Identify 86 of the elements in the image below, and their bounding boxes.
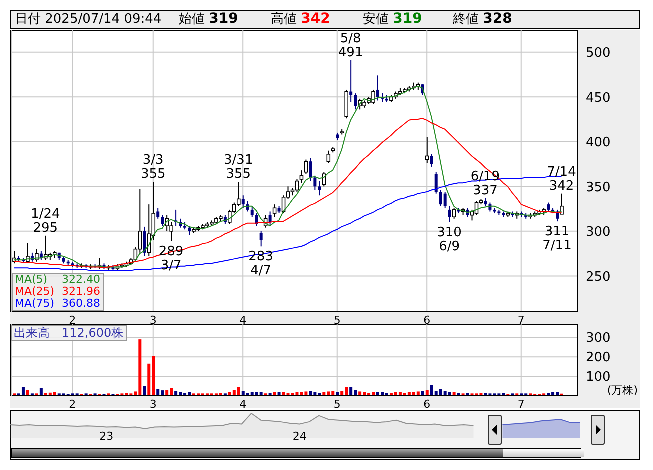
candlestick bbox=[161, 214, 164, 227]
bar bbox=[421, 391, 424, 396]
y-tick-label: 300 bbox=[586, 331, 611, 346]
annotation: 321.96 bbox=[62, 285, 100, 298]
y-tick-label: 350 bbox=[586, 180, 611, 196]
text: 日付 2025/07/14 09:44 bbox=[15, 11, 162, 28]
annotation: 311 7/11 bbox=[542, 224, 572, 254]
bar bbox=[166, 390, 169, 396]
candlestick bbox=[376, 75, 380, 102]
x-tick-label: 5 bbox=[334, 398, 341, 411]
bar bbox=[350, 387, 353, 396]
y-axis-title: (万株) bbox=[607, 384, 638, 397]
annotation: 5/8 491 bbox=[338, 31, 364, 60]
x-tick-label: 3 bbox=[150, 398, 157, 411]
y-tick-label: 100 bbox=[586, 370, 611, 386]
series-label: MA(5) bbox=[15, 273, 49, 286]
x-tick-label: 2 bbox=[69, 314, 76, 327]
candlestick bbox=[255, 213, 258, 227]
bar bbox=[358, 392, 362, 396]
bar bbox=[174, 391, 178, 396]
candlestick bbox=[326, 150, 331, 164]
candlestick bbox=[560, 193, 564, 215]
candlestick bbox=[434, 172, 438, 194]
annotation: 1/24 295 bbox=[31, 206, 60, 236]
candlestick bbox=[272, 204, 277, 218]
candlestick bbox=[425, 136, 430, 164]
text: 安値 319 bbox=[363, 11, 422, 28]
x-tick-label: 6 bbox=[424, 398, 431, 411]
annotation: 322.40 bbox=[62, 273, 100, 286]
annotation: 3/31 355 bbox=[224, 153, 254, 182]
y-tick-label: 450 bbox=[586, 90, 611, 106]
candlestick bbox=[350, 60, 353, 104]
candlestick bbox=[295, 179, 300, 193]
x-tick-label: 4 bbox=[240, 398, 247, 411]
candlestick bbox=[304, 159, 308, 175]
x-tick-label: 5 bbox=[334, 314, 341, 327]
candlestick bbox=[242, 195, 245, 209]
y-tick-label: 300 bbox=[586, 225, 611, 240]
x-tick-label: 23 bbox=[100, 430, 114, 443]
series-label: MA(25) bbox=[15, 285, 55, 298]
candlestick bbox=[354, 93, 358, 110]
x-tick-label: 3 bbox=[150, 314, 157, 327]
x-tick-label: 2 bbox=[69, 398, 76, 411]
candlestick bbox=[448, 206, 452, 223]
candlestick bbox=[430, 154, 434, 168]
bar bbox=[40, 388, 43, 396]
candlestick bbox=[452, 208, 456, 220]
x-tick-label: 6 bbox=[424, 314, 431, 327]
x-tick-label: 7 bbox=[518, 314, 525, 327]
candlestick bbox=[309, 158, 312, 182]
bar bbox=[143, 386, 146, 396]
candlestick bbox=[260, 230, 263, 248]
y-tick-label: 200 bbox=[586, 350, 611, 366]
bar bbox=[26, 390, 30, 396]
candlestick bbox=[147, 204, 152, 257]
text: MA(75) bbox=[15, 297, 55, 310]
bar bbox=[426, 390, 429, 396]
x-tick-label: 24 bbox=[292, 430, 307, 443]
candlestick bbox=[444, 192, 447, 209]
annotation: 7/14 342 bbox=[547, 164, 576, 194]
annotation: 3/3 355 bbox=[140, 153, 166, 182]
bar bbox=[156, 389, 160, 396]
candlestick bbox=[314, 175, 317, 191]
annotation: 360.88 bbox=[62, 297, 100, 310]
bar bbox=[237, 387, 240, 396]
candlestick bbox=[143, 226, 146, 257]
x-tick-label: 7 bbox=[518, 398, 525, 411]
candlestick bbox=[556, 209, 560, 222]
bar bbox=[309, 391, 312, 396]
annotation: 310 6/9 bbox=[437, 225, 462, 254]
text: 高値 342 bbox=[271, 11, 330, 28]
annotation: 出来高 112,600株 bbox=[11, 325, 127, 341]
y-tick-label: 500 bbox=[586, 46, 611, 61]
candlestick bbox=[35, 248, 39, 262]
bar bbox=[416, 392, 420, 396]
candlestick bbox=[156, 208, 160, 220]
bar bbox=[340, 391, 344, 396]
text: 終値 328 bbox=[453, 11, 512, 28]
bar bbox=[22, 387, 25, 396]
x-tick-label: 4 bbox=[240, 314, 247, 327]
candlestick bbox=[250, 206, 254, 218]
candlestick bbox=[318, 180, 322, 196]
candlestick bbox=[300, 170, 304, 184]
y-tick-label: 400 bbox=[586, 136, 611, 151]
y-tick-label: 250 bbox=[586, 270, 611, 285]
text: 始値 319 bbox=[179, 11, 238, 28]
